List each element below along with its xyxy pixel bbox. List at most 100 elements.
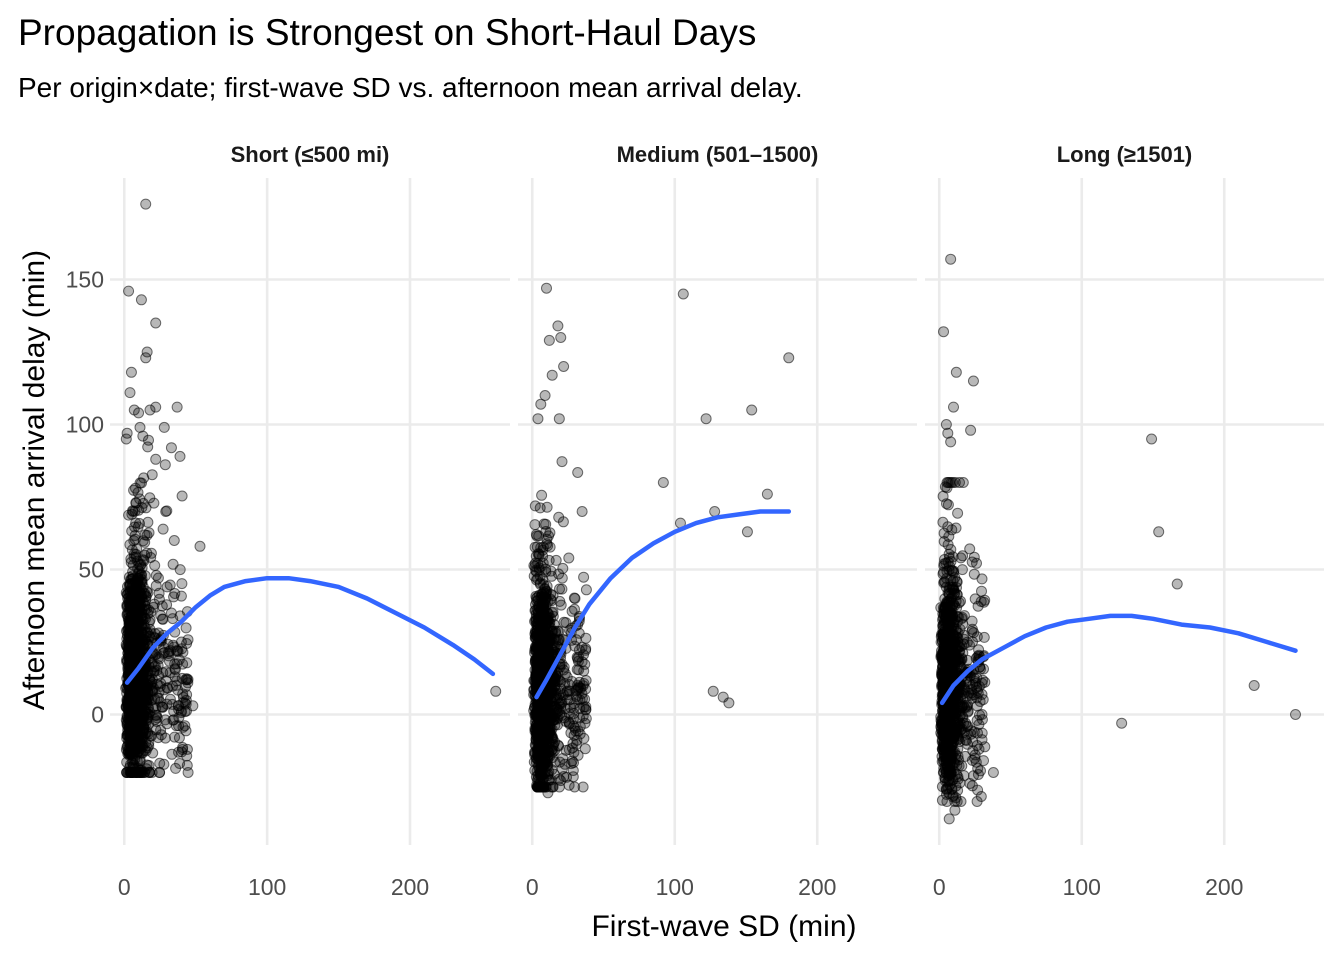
data-point bbox=[957, 550, 969, 562]
data-point bbox=[157, 523, 169, 535]
data-point bbox=[539, 594, 551, 606]
data-point bbox=[956, 564, 968, 576]
data-point bbox=[146, 677, 158, 689]
data-point bbox=[563, 552, 575, 564]
data-point bbox=[576, 641, 588, 653]
data-point bbox=[125, 366, 137, 378]
data-point bbox=[965, 424, 977, 436]
data-point bbox=[161, 599, 173, 611]
data-point bbox=[944, 765, 956, 777]
data-point bbox=[741, 526, 753, 538]
data-point bbox=[137, 430, 149, 442]
data-point bbox=[164, 579, 176, 591]
data-point bbox=[949, 804, 961, 816]
data-point bbox=[150, 317, 162, 329]
facet-strip-label: Long (≥1501) bbox=[1057, 142, 1193, 167]
x-tick-label: 200 bbox=[391, 874, 429, 900]
data-point bbox=[158, 758, 170, 770]
data-point bbox=[976, 585, 987, 597]
data-point bbox=[194, 540, 206, 552]
chart-panels: Short (≤500 mi) 0 100 200 Medium (501–1500) 0… bbox=[110, 142, 1324, 900]
data-point bbox=[535, 398, 547, 410]
data-point bbox=[537, 557, 549, 569]
data-point bbox=[944, 636, 956, 648]
data-point bbox=[175, 705, 187, 717]
data-point bbox=[168, 535, 180, 546]
data-point bbox=[549, 634, 561, 646]
data-point bbox=[161, 581, 173, 593]
data-point bbox=[125, 574, 137, 585]
facet-strip-label: Medium (501–1500) bbox=[617, 142, 819, 167]
data-point bbox=[529, 519, 541, 531]
data-point bbox=[746, 404, 758, 416]
data-point bbox=[976, 709, 988, 720]
data-point bbox=[543, 334, 555, 346]
data-point bbox=[558, 616, 570, 628]
y-axis-title: Afternoon mean arrival delay (min) bbox=[18, 250, 51, 710]
data-point bbox=[569, 781, 581, 793]
data-point bbox=[127, 505, 139, 517]
data-point bbox=[952, 507, 964, 519]
data-point bbox=[576, 506, 588, 517]
data-point bbox=[580, 584, 592, 596]
data-point bbox=[145, 552, 157, 563]
smooth-trend-line bbox=[939, 613, 1298, 706]
data-point bbox=[158, 421, 170, 433]
data-point bbox=[133, 740, 145, 752]
data-point bbox=[157, 667, 169, 679]
data-point bbox=[971, 692, 983, 704]
data-point bbox=[187, 700, 199, 712]
data-point bbox=[182, 767, 194, 778]
data-point bbox=[571, 651, 583, 663]
data-point bbox=[144, 404, 156, 416]
data-point bbox=[137, 497, 149, 509]
data-point bbox=[1290, 709, 1301, 720]
data-point bbox=[938, 707, 950, 719]
x-tick-label: 0 bbox=[526, 874, 539, 900]
data-point bbox=[165, 442, 177, 454]
data-point bbox=[127, 559, 139, 571]
data-point bbox=[153, 587, 165, 599]
data-point bbox=[956, 640, 968, 652]
data-point bbox=[964, 778, 976, 789]
data-point bbox=[176, 578, 188, 590]
data-point bbox=[572, 467, 584, 478]
chart-subtitle: Per origin×date; first-wave SD vs. after… bbox=[18, 72, 803, 103]
data-point bbox=[946, 621, 958, 633]
data-point bbox=[707, 685, 719, 697]
data-point bbox=[954, 736, 966, 748]
data-point bbox=[578, 678, 590, 689]
data-point bbox=[135, 294, 147, 306]
facet-panel: Medium (501–1500) 0 100 200 bbox=[518, 142, 917, 900]
data-point bbox=[569, 722, 581, 734]
data-point bbox=[968, 627, 980, 639]
data-point bbox=[971, 557, 982, 569]
data-point bbox=[148, 497, 160, 509]
data-point bbox=[940, 419, 952, 430]
data-point bbox=[557, 516, 569, 528]
data-point bbox=[531, 530, 543, 542]
data-point bbox=[950, 595, 962, 607]
data-point bbox=[700, 413, 712, 425]
data-point bbox=[571, 734, 583, 746]
data-point bbox=[536, 767, 548, 778]
data-point bbox=[130, 634, 142, 646]
data-point bbox=[947, 582, 958, 594]
data-point bbox=[561, 771, 572, 783]
data-point bbox=[490, 685, 502, 697]
data-point bbox=[943, 531, 955, 542]
data-point bbox=[950, 522, 962, 534]
data-point bbox=[558, 361, 570, 372]
data-point bbox=[945, 253, 957, 265]
data-point bbox=[943, 612, 955, 624]
data-point bbox=[158, 646, 170, 658]
data-point bbox=[723, 697, 735, 709]
data-point bbox=[137, 535, 149, 547]
data-point bbox=[123, 622, 135, 634]
data-point bbox=[175, 636, 187, 648]
data-point bbox=[123, 652, 134, 663]
data-point bbox=[130, 517, 142, 529]
data-point bbox=[938, 326, 950, 338]
data-point bbox=[173, 746, 185, 758]
data-point bbox=[657, 477, 669, 488]
